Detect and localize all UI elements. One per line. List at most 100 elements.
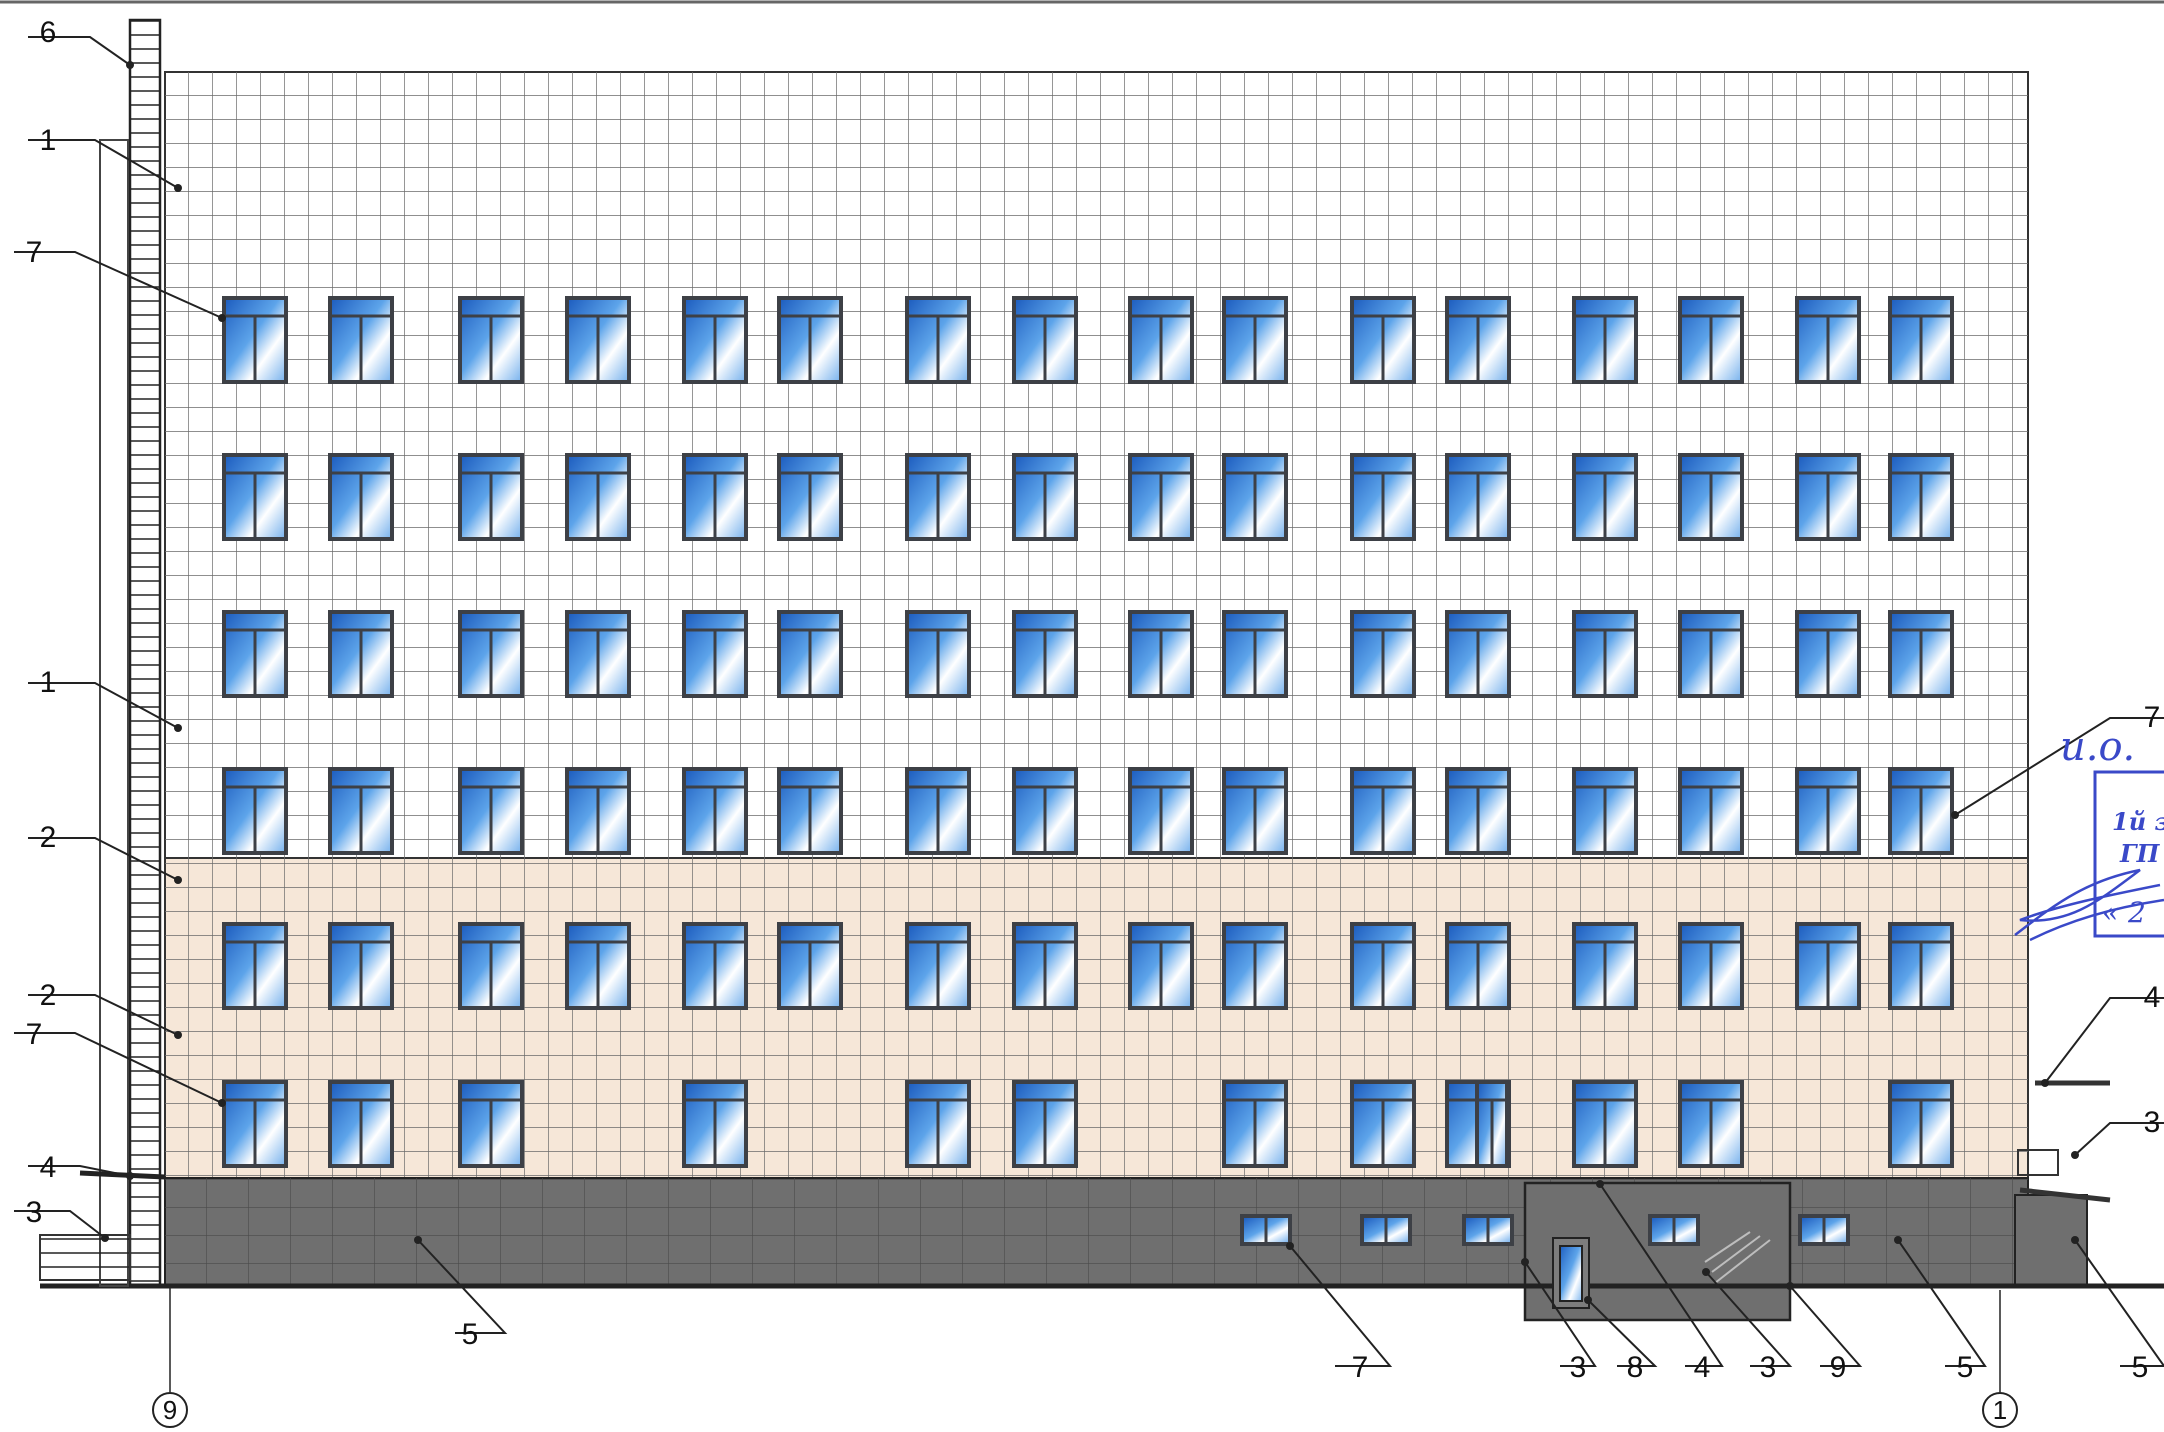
leader-dot <box>1786 1282 1794 1290</box>
window <box>1350 610 1416 698</box>
leader-dot <box>218 314 226 322</box>
leader-dot <box>174 184 182 192</box>
window <box>777 296 843 384</box>
leader-dot <box>2071 1151 2079 1159</box>
callout-label-right: 4 <box>2144 981 2161 1014</box>
leader-line <box>1587 1299 1658 1367</box>
leader-dot <box>101 1234 109 1242</box>
window <box>1012 453 1078 541</box>
window <box>682 610 748 698</box>
callout-label-left: 4 <box>40 1151 57 1184</box>
callout-label-bottom: 3 <box>1760 1351 1777 1384</box>
canopies <box>2017 1080 2111 1203</box>
leader-line <box>28 994 179 1036</box>
plinth-window <box>1798 1214 1850 1246</box>
plinth-window <box>1240 1214 1292 1246</box>
leader-line <box>2044 997 2164 1084</box>
window <box>682 922 748 1010</box>
window <box>1128 610 1194 698</box>
window <box>222 1080 288 1168</box>
window <box>1888 453 1954 541</box>
window <box>1445 453 1511 541</box>
leader-line <box>1289 1245 1393 1367</box>
window <box>905 767 971 855</box>
leader-line <box>28 36 131 66</box>
window <box>565 767 631 855</box>
window <box>222 296 288 384</box>
window <box>458 767 524 855</box>
window <box>222 453 288 541</box>
callout-label-bottom: 5 <box>462 1318 479 1351</box>
callout-label-bottom: 3 <box>1570 1351 1587 1384</box>
leader-line <box>14 1210 106 1239</box>
window <box>1795 296 1861 384</box>
callout-label-left: 2 <box>40 821 57 854</box>
window <box>328 767 394 855</box>
window <box>777 610 843 698</box>
window <box>1222 296 1288 384</box>
stamp-line-2: ГП <box>2119 839 2161 868</box>
callout-label-left: 7 <box>26 236 43 269</box>
window <box>905 922 971 1010</box>
window <box>1350 453 1416 541</box>
callout-label-left: 1 <box>40 124 57 157</box>
window <box>1572 610 1638 698</box>
window <box>1572 767 1638 855</box>
callout-label-left: 7 <box>26 1018 43 1051</box>
window <box>682 767 748 855</box>
callout-label-bottom: 5 <box>1957 1351 1974 1384</box>
window <box>905 453 971 541</box>
window <box>1012 767 1078 855</box>
leader-dot <box>1521 1258 1529 1266</box>
entrance-stairs <box>1704 1231 1771 1284</box>
window <box>905 296 971 384</box>
approval-stamp: и.о. 1й з ГП « 2 <box>2014 724 2164 942</box>
leader-dot <box>1286 1242 1294 1250</box>
stamp-line-3: « 2 <box>2102 896 2146 929</box>
leader-line <box>28 1165 131 1177</box>
leader-line <box>28 682 179 729</box>
window <box>222 767 288 855</box>
window <box>1678 1080 1744 1168</box>
window <box>1128 296 1194 384</box>
window <box>458 610 524 698</box>
window <box>1678 453 1744 541</box>
leader-line <box>2074 1122 2164 1156</box>
window <box>905 1080 971 1168</box>
window <box>1572 453 1638 541</box>
window <box>328 610 394 698</box>
window <box>1128 453 1194 541</box>
window <box>905 610 971 698</box>
window <box>565 922 631 1010</box>
entrance-door <box>1552 1237 1590 1309</box>
callout-label-left: 6 <box>40 16 57 49</box>
window <box>682 453 748 541</box>
window <box>328 453 394 541</box>
window <box>1678 767 1744 855</box>
window <box>458 922 524 1010</box>
window <box>1012 922 1078 1010</box>
window <box>1572 1080 1638 1168</box>
window <box>1888 610 1954 698</box>
window <box>1445 296 1511 384</box>
callout-label-right: 3 <box>2144 1106 2161 1139</box>
leader-dot <box>414 1236 422 1244</box>
window <box>1445 610 1511 698</box>
window <box>1222 610 1288 698</box>
callout-label-bottom: 8 <box>1627 1351 1644 1384</box>
fire-escape-ladder <box>39 18 166 1288</box>
leader-dot <box>126 61 134 69</box>
window <box>777 767 843 855</box>
signature <box>2014 868 2164 942</box>
window <box>565 296 631 384</box>
window <box>1572 296 1638 384</box>
leader-dot <box>174 876 182 884</box>
leader-dot <box>1951 811 1959 819</box>
window <box>1350 1080 1416 1168</box>
plinth-window <box>1462 1214 1514 1246</box>
window <box>1888 1080 1954 1168</box>
leader-line <box>417 1239 508 1334</box>
window <box>458 296 524 384</box>
window <box>458 1080 524 1168</box>
